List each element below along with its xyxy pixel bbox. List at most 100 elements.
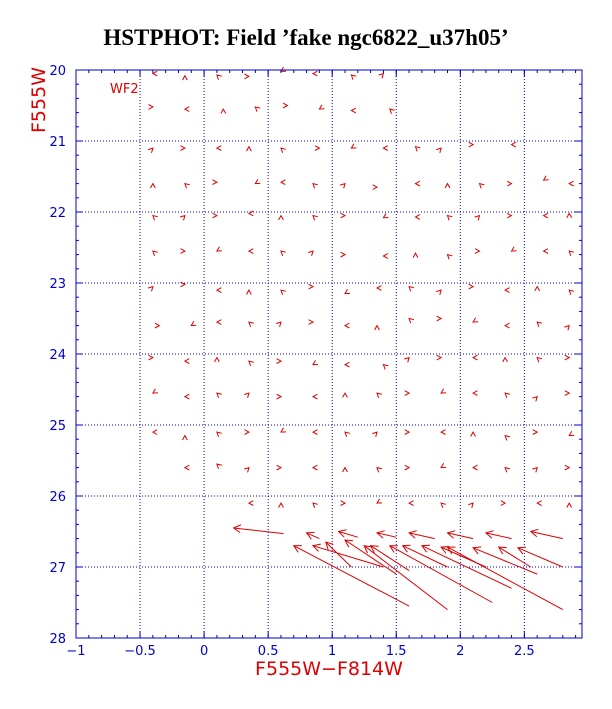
small-vector-arrow [534,285,541,292]
long-vector-line [389,545,493,603]
small-vector-arrow [440,463,447,469]
small-vector-arrow [244,429,250,435]
small-vector-arrow [382,145,389,151]
long-vector-head [446,546,456,555]
long-vector-line [306,532,320,540]
small-vector-arrow [532,466,538,473]
small-vector-arrow [247,248,254,254]
small-vector-arrow [414,214,421,220]
small-vector-arrow [440,388,447,394]
small-vector-arrow [343,322,350,329]
small-vector-arrow [280,66,287,72]
small-vector-arrow [254,179,261,185]
small-vector-arrow [404,390,411,396]
small-vector-arrow [500,500,507,506]
small-vector-arrow [152,250,158,256]
small-vector-arrow [536,500,542,506]
long-vector-line [485,532,512,540]
y-tick-label: 23 [49,277,66,292]
small-vector-arrow [414,180,421,187]
small-vector-arrow [564,390,571,396]
axis-ticks: −1 −0.5 0 0.5 1 1.5 2 2.5 20 21 22 23 24 25 26 27 28 [49,64,582,659]
small-vector-arrow [280,427,287,433]
small-vector-arrow [340,251,347,258]
long-vector-head [232,524,242,534]
small-vector-arrow [311,464,318,471]
small-vector-arrow [542,212,549,219]
small-vector-arrow [182,434,188,441]
small-vector-arrow [312,214,318,221]
small-vector-arrow [212,212,218,219]
small-vector-arrow [382,253,389,259]
small-vector-arrow [532,429,539,435]
small-vector-arrow [340,182,346,189]
y-tick-label: 27 [49,561,66,576]
small-vector-arrow [308,319,315,325]
y-tick-label: 22 [49,206,66,221]
small-vector-arrow [408,285,415,292]
small-vector-arrow [247,210,254,217]
small-vector-arrow [314,145,321,151]
small-vector-arrow [568,289,575,295]
small-vector-arrow [502,356,508,363]
small-vector-arrow [472,354,478,361]
long-vector-line [402,545,448,568]
small-vector-arrow [350,143,357,149]
small-vector-arrow [184,182,190,189]
y-tick-label: 21 [49,135,66,150]
grid-lines [76,70,582,638]
long-vector-line [312,545,384,568]
small-vector-arrow [244,73,250,80]
x-tick-label: 1 [328,644,336,659]
small-vector-arrow [246,145,252,152]
small-vector-arrow [248,360,254,366]
small-vector-arrow [215,145,222,151]
small-vector-arrow [214,356,220,363]
small-vector-arrow [148,104,154,110]
small-vector-arrow [542,175,549,181]
x-tick-label: 2.5 [514,644,535,659]
small-vector-arrow [506,212,513,219]
x-tick-label: 0.5 [258,644,279,659]
small-vector-arrow [246,289,252,295]
small-vector-arrow [564,464,571,471]
y-tick-label: 26 [49,490,66,505]
x-axis-label: F555W−F814W [255,658,403,680]
small-vector-arrow [376,392,383,398]
small-vector-arrow [216,74,222,80]
small-vector-arrow [179,214,186,221]
long-vector-head [375,530,385,539]
long-vector-line [421,545,512,589]
small-vector-arrow [312,182,318,189]
long-vector-line [344,539,397,575]
small-vector-arrow [532,395,538,402]
small-vector-arrow [278,502,284,508]
small-vector-arrow [152,388,158,394]
small-vector-arrow [180,145,186,151]
small-vector-arrow [536,356,543,363]
small-vector-arrow [412,252,419,258]
small-vector-arrow [152,214,158,221]
small-vector-arrow [147,147,154,154]
small-vector-arrow [564,354,571,361]
small-vector-arrow [216,392,222,398]
y-tick-label: 20 [49,64,66,79]
small-vector-arrow [408,500,414,506]
small-vector-arrow [404,429,411,435]
small-vector-arrow [436,289,442,296]
small-vector-arrow [472,390,478,396]
long-vector-line [517,547,563,568]
small-vector-arrow [215,319,222,325]
small-vector-arrow [504,287,510,293]
small-vector-arrow [276,358,283,364]
small-vector-arrow [183,464,190,471]
long-vector-head [344,539,354,548]
small-vector-arrow [312,360,319,366]
small-vector-arrow [414,145,421,152]
small-vector-arrow [444,182,451,189]
small-vector-arrow [468,283,475,290]
small-vector-arrow [308,283,315,290]
y-tick-label: 24 [49,348,66,363]
panel-label: WF2 [110,82,139,97]
